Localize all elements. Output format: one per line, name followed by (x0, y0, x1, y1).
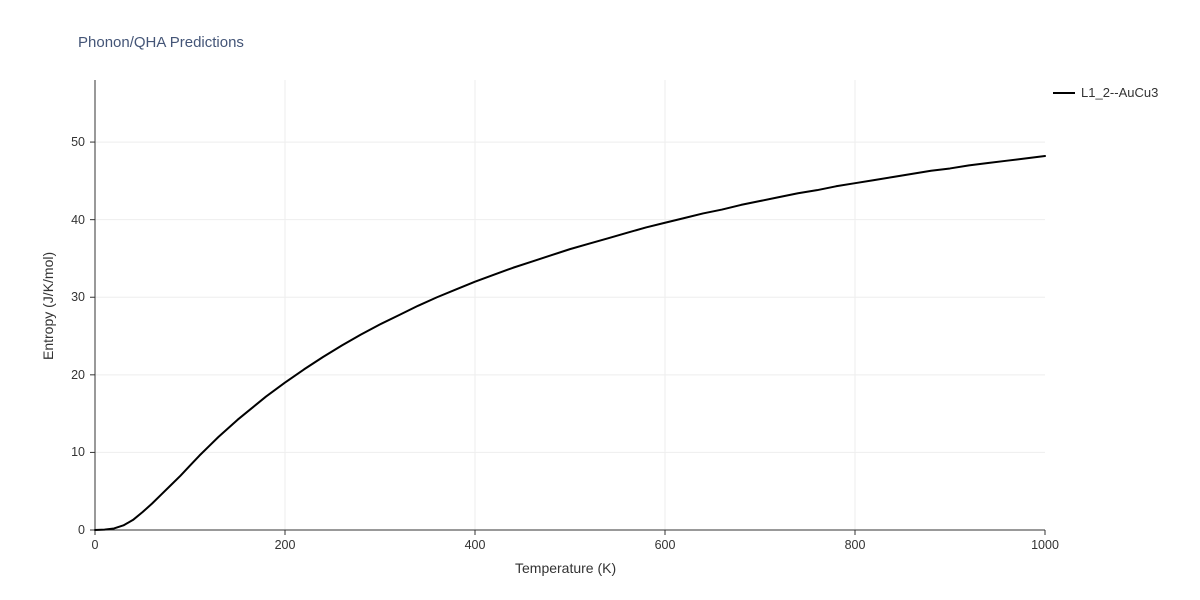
chart-container: { "chart": { "type": "line", "title": "P… (0, 0, 1200, 600)
y-tick-label: 20 (45, 368, 85, 382)
y-tick-label: 0 (45, 523, 85, 537)
legend-series-label: L1_2--AuCu3 (1081, 85, 1158, 100)
legend: L1_2--AuCu3 (1053, 85, 1158, 100)
x-tick-label: 200 (275, 538, 296, 552)
x-axis-label: Temperature (K) (515, 560, 616, 576)
x-tick-label: 600 (655, 538, 676, 552)
x-tick-label: 1000 (1031, 538, 1059, 552)
y-tick-label: 10 (45, 445, 85, 459)
x-tick-label: 400 (465, 538, 486, 552)
y-tick-label: 50 (45, 135, 85, 149)
x-tick-label: 800 (845, 538, 866, 552)
x-tick-label: 0 (92, 538, 99, 552)
y-axis-label: Entropy (J/K/mol) (40, 252, 56, 360)
chart-svg (0, 0, 1200, 600)
legend-line-icon (1053, 92, 1075, 94)
y-tick-label: 40 (45, 213, 85, 227)
